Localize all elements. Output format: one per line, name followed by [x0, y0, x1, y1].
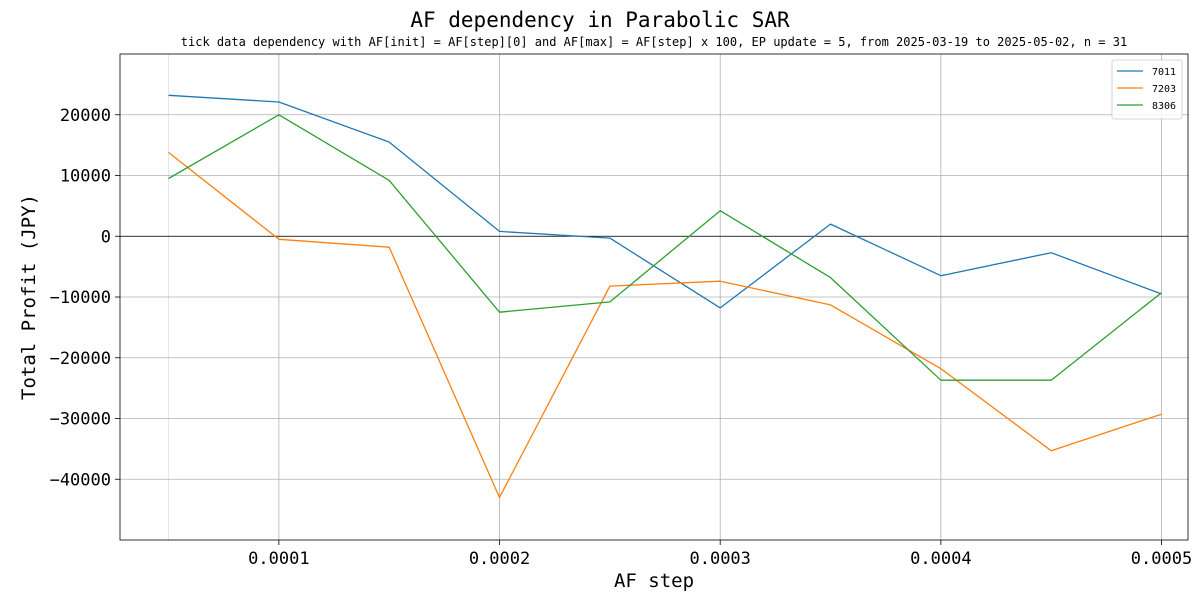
tick-layer: 0.0001 0.0002 0.0003 0.0004 0.0005 −40000 −300… [50, 106, 1193, 569]
series-line-7203 [168, 151, 1162, 499]
y-tick-label: 0 [101, 227, 111, 247]
y-tick-label: −30000 [50, 410, 111, 430]
y-tick-label: 10000 [60, 167, 111, 187]
y-axis-label: Total Profit (JPY) [18, 194, 40, 400]
series-line-7011 [168, 94, 1162, 309]
y-tick-label: −20000 [50, 349, 111, 369]
series-layer [168, 94, 1162, 499]
x-tick-label: 0.0004 [910, 549, 971, 569]
legend-box [1111, 59, 1183, 120]
y-tick-label: −40000 [50, 470, 111, 490]
legend-label-7203: 7203 [1152, 84, 1176, 95]
y-tick-label: −10000 [50, 288, 111, 308]
x-axis-label: AF step [614, 570, 694, 592]
y-tick-label: 20000 [60, 106, 111, 126]
x-tick-label: 0.0003 [689, 549, 750, 569]
x-tick-label: 0.0002 [469, 549, 530, 569]
grid-layer [120, 54, 1188, 540]
legend-label-8306: 8306 [1152, 101, 1176, 112]
legend-label-7011: 7011 [1152, 67, 1176, 78]
legend: 7011 7203 8306 [1111, 59, 1183, 120]
series-line-8306 [168, 114, 1162, 381]
x-tick-label: 0.0001 [248, 549, 309, 569]
chart-subtitle: tick data dependency with AF[init] = AF[… [180, 35, 1128, 49]
chart-title: AF dependency in Parabolic SAR [410, 8, 790, 32]
x-tick-label: 0.0005 [1131, 549, 1192, 569]
